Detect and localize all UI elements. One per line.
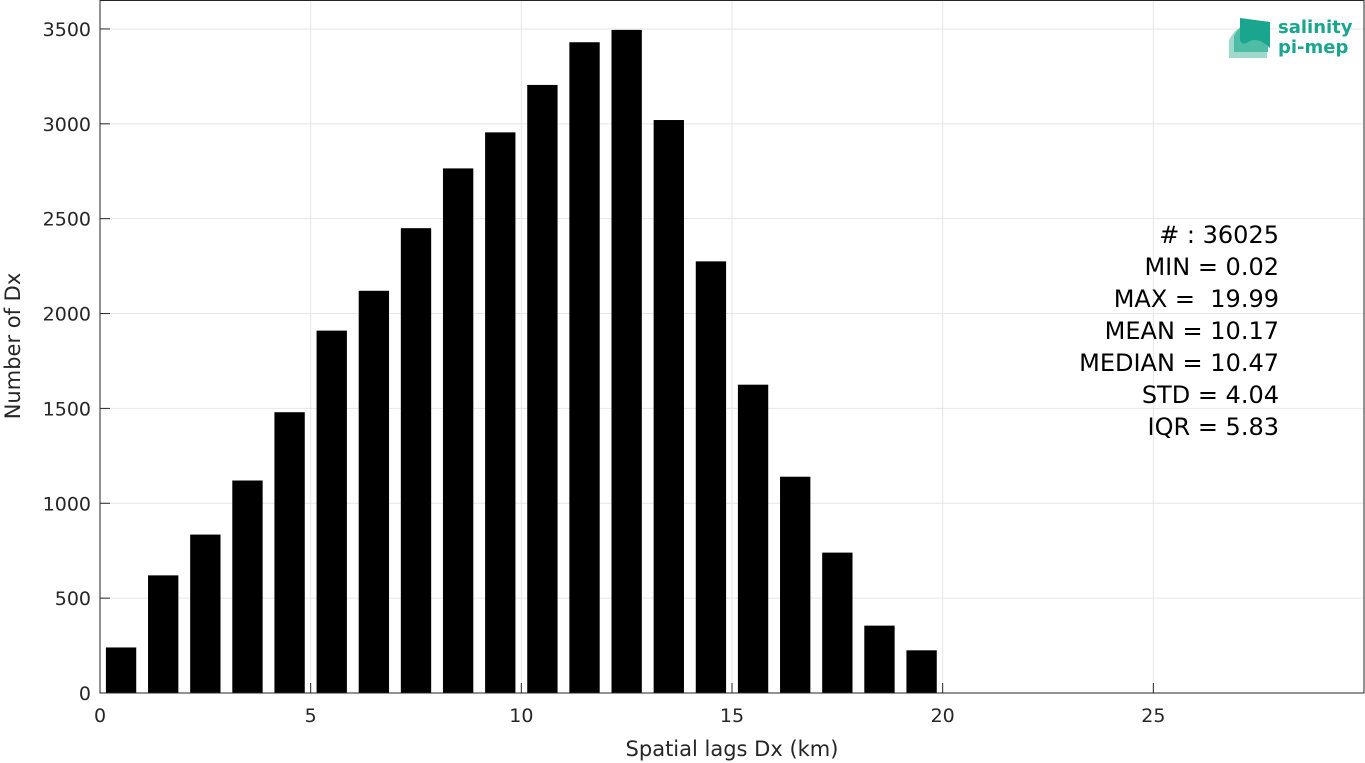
bar xyxy=(695,261,727,693)
stats-line: MAX = 19.99 xyxy=(1114,285,1279,313)
y-tick-label: 2000 xyxy=(43,304,91,326)
x-tick-label: 10 xyxy=(509,705,533,727)
bar xyxy=(864,625,895,693)
bar xyxy=(737,384,769,693)
stats-line: STD = 4.04 xyxy=(1142,381,1279,409)
stats-annotation: # : 36025 MIN = 0.02 MAX = 19.99 MEAN = 10.… xyxy=(1079,221,1279,441)
x-tick-label: 0 xyxy=(94,705,106,727)
bar xyxy=(358,290,390,693)
y-tick-label: 500 xyxy=(55,588,91,610)
bar xyxy=(653,120,684,693)
bar xyxy=(316,330,347,693)
x-tick-label: 25 xyxy=(1141,705,1165,727)
y-tick-label: 1000 xyxy=(43,493,91,515)
bar xyxy=(485,132,516,693)
stats-line: # : 36025 xyxy=(1159,221,1279,249)
bar xyxy=(148,575,179,693)
y-tick-label: 3500 xyxy=(43,19,91,41)
bar xyxy=(906,650,937,693)
bar xyxy=(232,480,263,693)
bar xyxy=(400,228,432,693)
salinity-pi-mep-logo: salinity pi-mep xyxy=(1229,17,1353,58)
stats-line: IQR = 5.83 xyxy=(1148,413,1279,441)
grid-lines xyxy=(99,0,1364,694)
bar xyxy=(527,84,558,693)
bar xyxy=(822,552,853,693)
y-tick-labels: 0 500 1000 1500 2000 2500 3000 3500 xyxy=(43,19,110,705)
y-tick-label: 2500 xyxy=(43,209,91,231)
x-tick-label: 5 xyxy=(305,705,317,727)
bar xyxy=(105,647,137,693)
wave-logo-icon xyxy=(1229,18,1270,58)
stats-line: MIN = 0.02 xyxy=(1144,253,1279,281)
bar xyxy=(569,42,600,693)
logo-line1: salinity xyxy=(1278,17,1353,38)
bar xyxy=(442,168,474,693)
bar xyxy=(274,412,305,693)
x-tick-label: 20 xyxy=(931,705,955,727)
x-axis-label: Spatial lags Dx (km) xyxy=(626,737,839,761)
stats-line: MEDIAN = 10.47 xyxy=(1079,349,1279,377)
y-tick-label: 1500 xyxy=(43,398,91,420)
bar xyxy=(611,29,642,694)
stats-line: MEAN = 10.17 xyxy=(1105,317,1279,345)
x-tick-labels: 0 5 10 15 20 25 xyxy=(94,683,1165,727)
x-tick-label: 15 xyxy=(720,705,744,727)
logo-line2: pi-mep xyxy=(1278,37,1348,58)
bar xyxy=(780,476,811,693)
y-axis-label: Number of Dx xyxy=(1,273,25,420)
bar xyxy=(190,534,221,693)
y-tick-label: 3000 xyxy=(43,114,91,136)
bars xyxy=(105,29,937,694)
y-tick-label: 0 xyxy=(79,683,91,705)
